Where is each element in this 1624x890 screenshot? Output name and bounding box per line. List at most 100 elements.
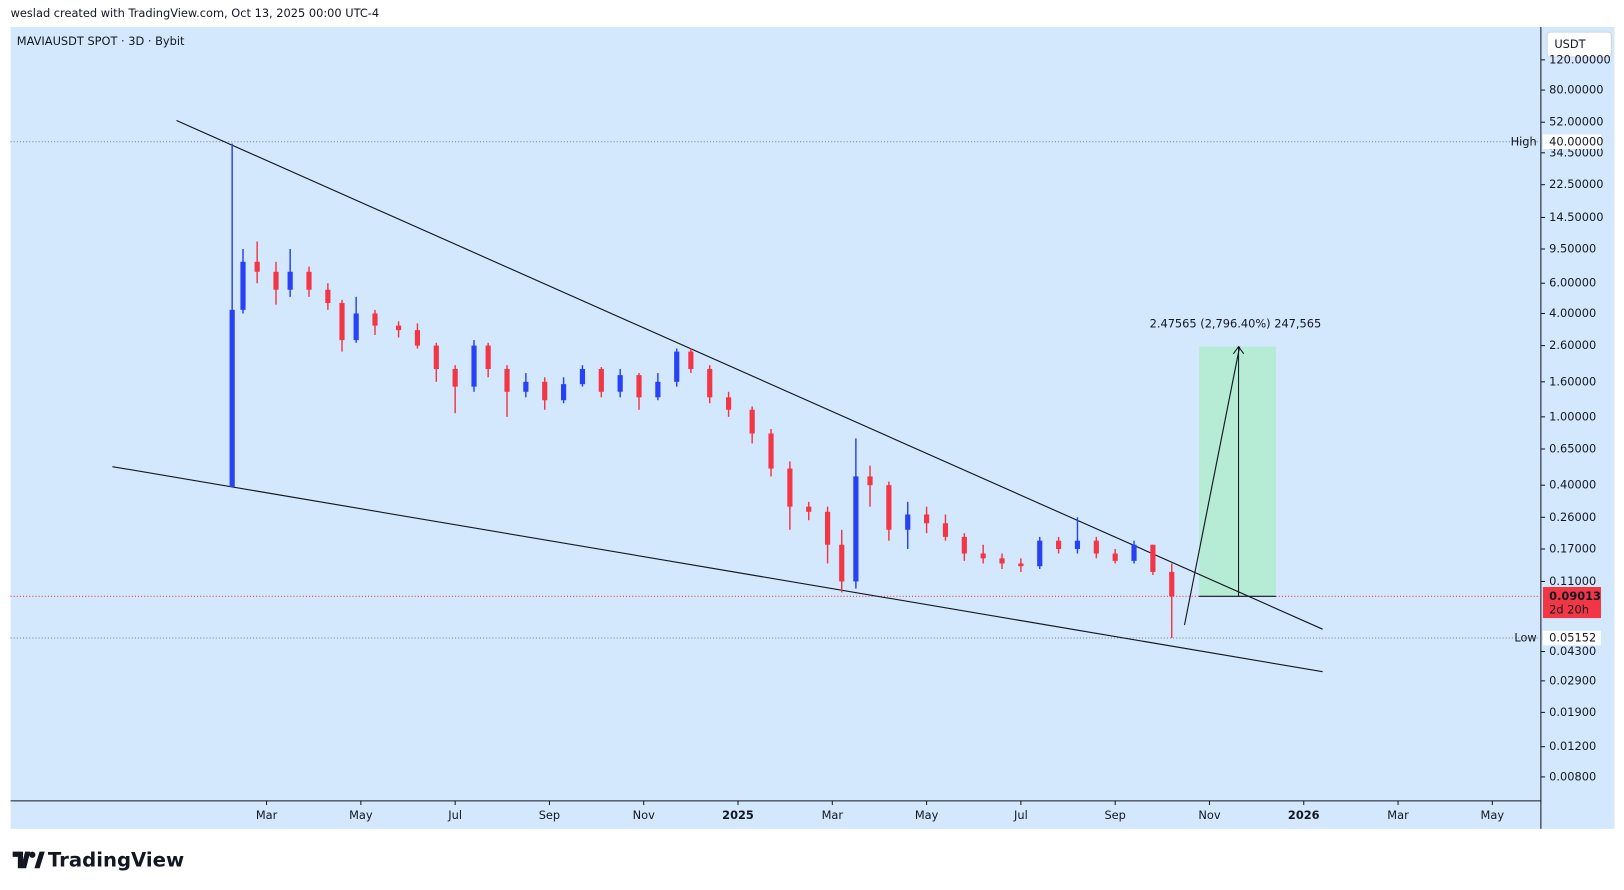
- candle-body: [980, 553, 986, 559]
- candle-body: [395, 325, 402, 331]
- candle-body: [999, 558, 1005, 564]
- low-name: Low: [1514, 631, 1536, 645]
- candle-body: [339, 303, 345, 341]
- candle-body: [485, 345, 491, 369]
- chart-panel: [10, 26, 1615, 829]
- projection-box: [1199, 346, 1276, 597]
- y-tick-label: 0.02900: [1549, 673, 1596, 687]
- candle-body: [853, 476, 859, 582]
- high-name: High: [1511, 134, 1537, 148]
- x-tick-label: May: [1481, 808, 1505, 822]
- y-tick-label: 0.00800: [1549, 769, 1596, 783]
- candle-body: [886, 485, 892, 530]
- x-tick-label: Nov: [1198, 808, 1220, 822]
- candle-body: [749, 409, 755, 434]
- candle-body: [1112, 553, 1118, 561]
- trendline: [176, 119, 1323, 630]
- candle-body: [287, 271, 293, 290]
- trendline: [112, 466, 1323, 673]
- x-tick-label: Mar: [1387, 808, 1409, 822]
- y-tick-label: 0.65000: [1549, 441, 1596, 455]
- y-tick-label: 4.00000: [1549, 306, 1596, 320]
- candle-body: [1018, 563, 1024, 567]
- candle-body: [1037, 540, 1043, 567]
- currency-button[interactable]: [1546, 31, 1612, 58]
- high-box: [1542, 134, 1601, 150]
- candle-body: [353, 313, 359, 341]
- candle-body: [905, 514, 911, 530]
- candle-body: [787, 468, 793, 507]
- candle-body: [504, 368, 510, 392]
- y-tick-label: 2.60000: [1549, 338, 1596, 352]
- candle-body: [560, 384, 567, 401]
- x-tick-label: May: [915, 808, 939, 822]
- low-box: [1542, 630, 1601, 646]
- candle-body: [806, 506, 812, 512]
- candle-body: [579, 368, 586, 385]
- footer-logo: TradingView: [48, 848, 184, 871]
- y-tick-label: 0.01200: [1549, 739, 1596, 753]
- y-tick-label: 0.17000: [1549, 541, 1596, 555]
- y-tick-label: 0.26000: [1549, 510, 1596, 524]
- y-tick-label: 80.00000: [1549, 83, 1603, 97]
- candle-body: [1093, 540, 1099, 554]
- candle-body: [942, 523, 949, 537]
- countdown: 2d 20h: [1549, 602, 1589, 616]
- x-tick-label: May: [349, 808, 373, 822]
- candle-body: [924, 514, 930, 524]
- x-tick-label: Jul: [447, 808, 462, 822]
- header: weslad created with TradingView.com, Oct…: [11, 6, 380, 20]
- candle-body: [254, 261, 260, 272]
- candle-body: [1056, 540, 1062, 549]
- high-value: 40.00000: [1549, 134, 1603, 148]
- y-tick-label: 1.60000: [1549, 374, 1596, 388]
- candle-body: [273, 271, 279, 290]
- arrow-head: [1232, 345, 1245, 355]
- y-tick-label: 120.00000: [1549, 52, 1611, 66]
- candle-body: [961, 536, 967, 554]
- candle-body: [598, 368, 604, 392]
- candle-body: [1074, 540, 1081, 549]
- y-tick-label: 9.50000: [1549, 241, 1596, 255]
- symbol-title: MAVIAUSDT SPOT · 3D · Bybit: [17, 34, 185, 48]
- x-tick-label: Nov: [633, 808, 655, 822]
- candle-body: [306, 271, 312, 290]
- candle-body: [414, 330, 421, 346]
- candle-body: [325, 289, 331, 304]
- projection-label: 2.47565 (2,796.40%) 247,565: [1150, 316, 1322, 330]
- last-price-box: [1542, 586, 1601, 619]
- candle-body: [471, 345, 477, 387]
- candle-body: [372, 313, 378, 326]
- candle-body: [452, 368, 458, 387]
- y-tick-label: 0.01900: [1549, 705, 1596, 719]
- candle-body: [726, 397, 732, 410]
- y-tick-label: 52.00000: [1549, 115, 1603, 129]
- candle-body: [240, 261, 246, 310]
- x-tick-label: Jul: [1013, 808, 1028, 822]
- logo: [12, 851, 45, 869]
- x-tick-label: 2025: [722, 808, 754, 822]
- y-tick-label: 0.40000: [1549, 478, 1596, 492]
- y-tick-label: 22.50000: [1549, 177, 1603, 191]
- last-price-value: 0.09013: [1549, 589, 1601, 603]
- candle-body: [867, 476, 873, 486]
- candle-body: [433, 345, 439, 369]
- y-tick-label: 6.00000: [1549, 276, 1596, 290]
- x-tick-label: Mar: [256, 808, 278, 822]
- candle-body: [839, 544, 845, 582]
- y-tick-label: 0.11000: [1549, 574, 1596, 588]
- x-tick-label: 2026: [1288, 808, 1320, 822]
- currency: USDT: [1554, 37, 1585, 51]
- candle-body: [655, 381, 661, 398]
- y-tick-label: 0.04300: [1549, 644, 1596, 658]
- candle-body: [825, 511, 831, 545]
- candle-body: [523, 381, 529, 392]
- candle-body: [542, 381, 548, 401]
- candle-body: [636, 375, 642, 398]
- candle-body: [1150, 544, 1156, 572]
- candle-body: [674, 351, 680, 382]
- candle-body: [688, 351, 694, 369]
- candle-body: [707, 368, 713, 398]
